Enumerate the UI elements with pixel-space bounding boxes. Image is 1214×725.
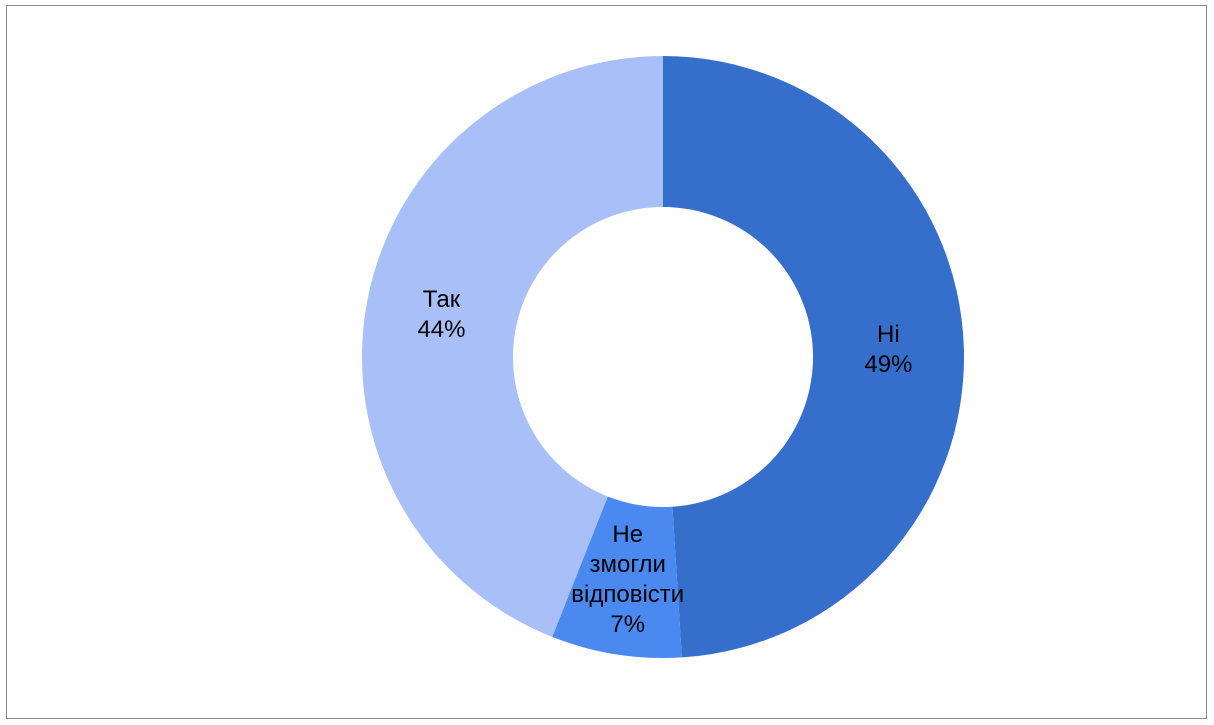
value-label: 44% [417,315,466,343]
value-label: 49% [864,350,913,378]
chart-frame [6,5,1207,719]
category-label: Ні [877,320,900,348]
donut-segment [361,56,663,637]
data-label: Так 44% [417,285,465,345]
donut-segment [663,56,964,658]
data-label: Не змогли відповісти 7% [571,520,684,640]
category-label: Не змогли відповісти [571,520,685,608]
donut-segment [552,496,682,658]
data-label: Ні 49% [864,320,912,380]
category-label: Так [422,285,461,313]
value-label: 7% [610,610,646,638]
